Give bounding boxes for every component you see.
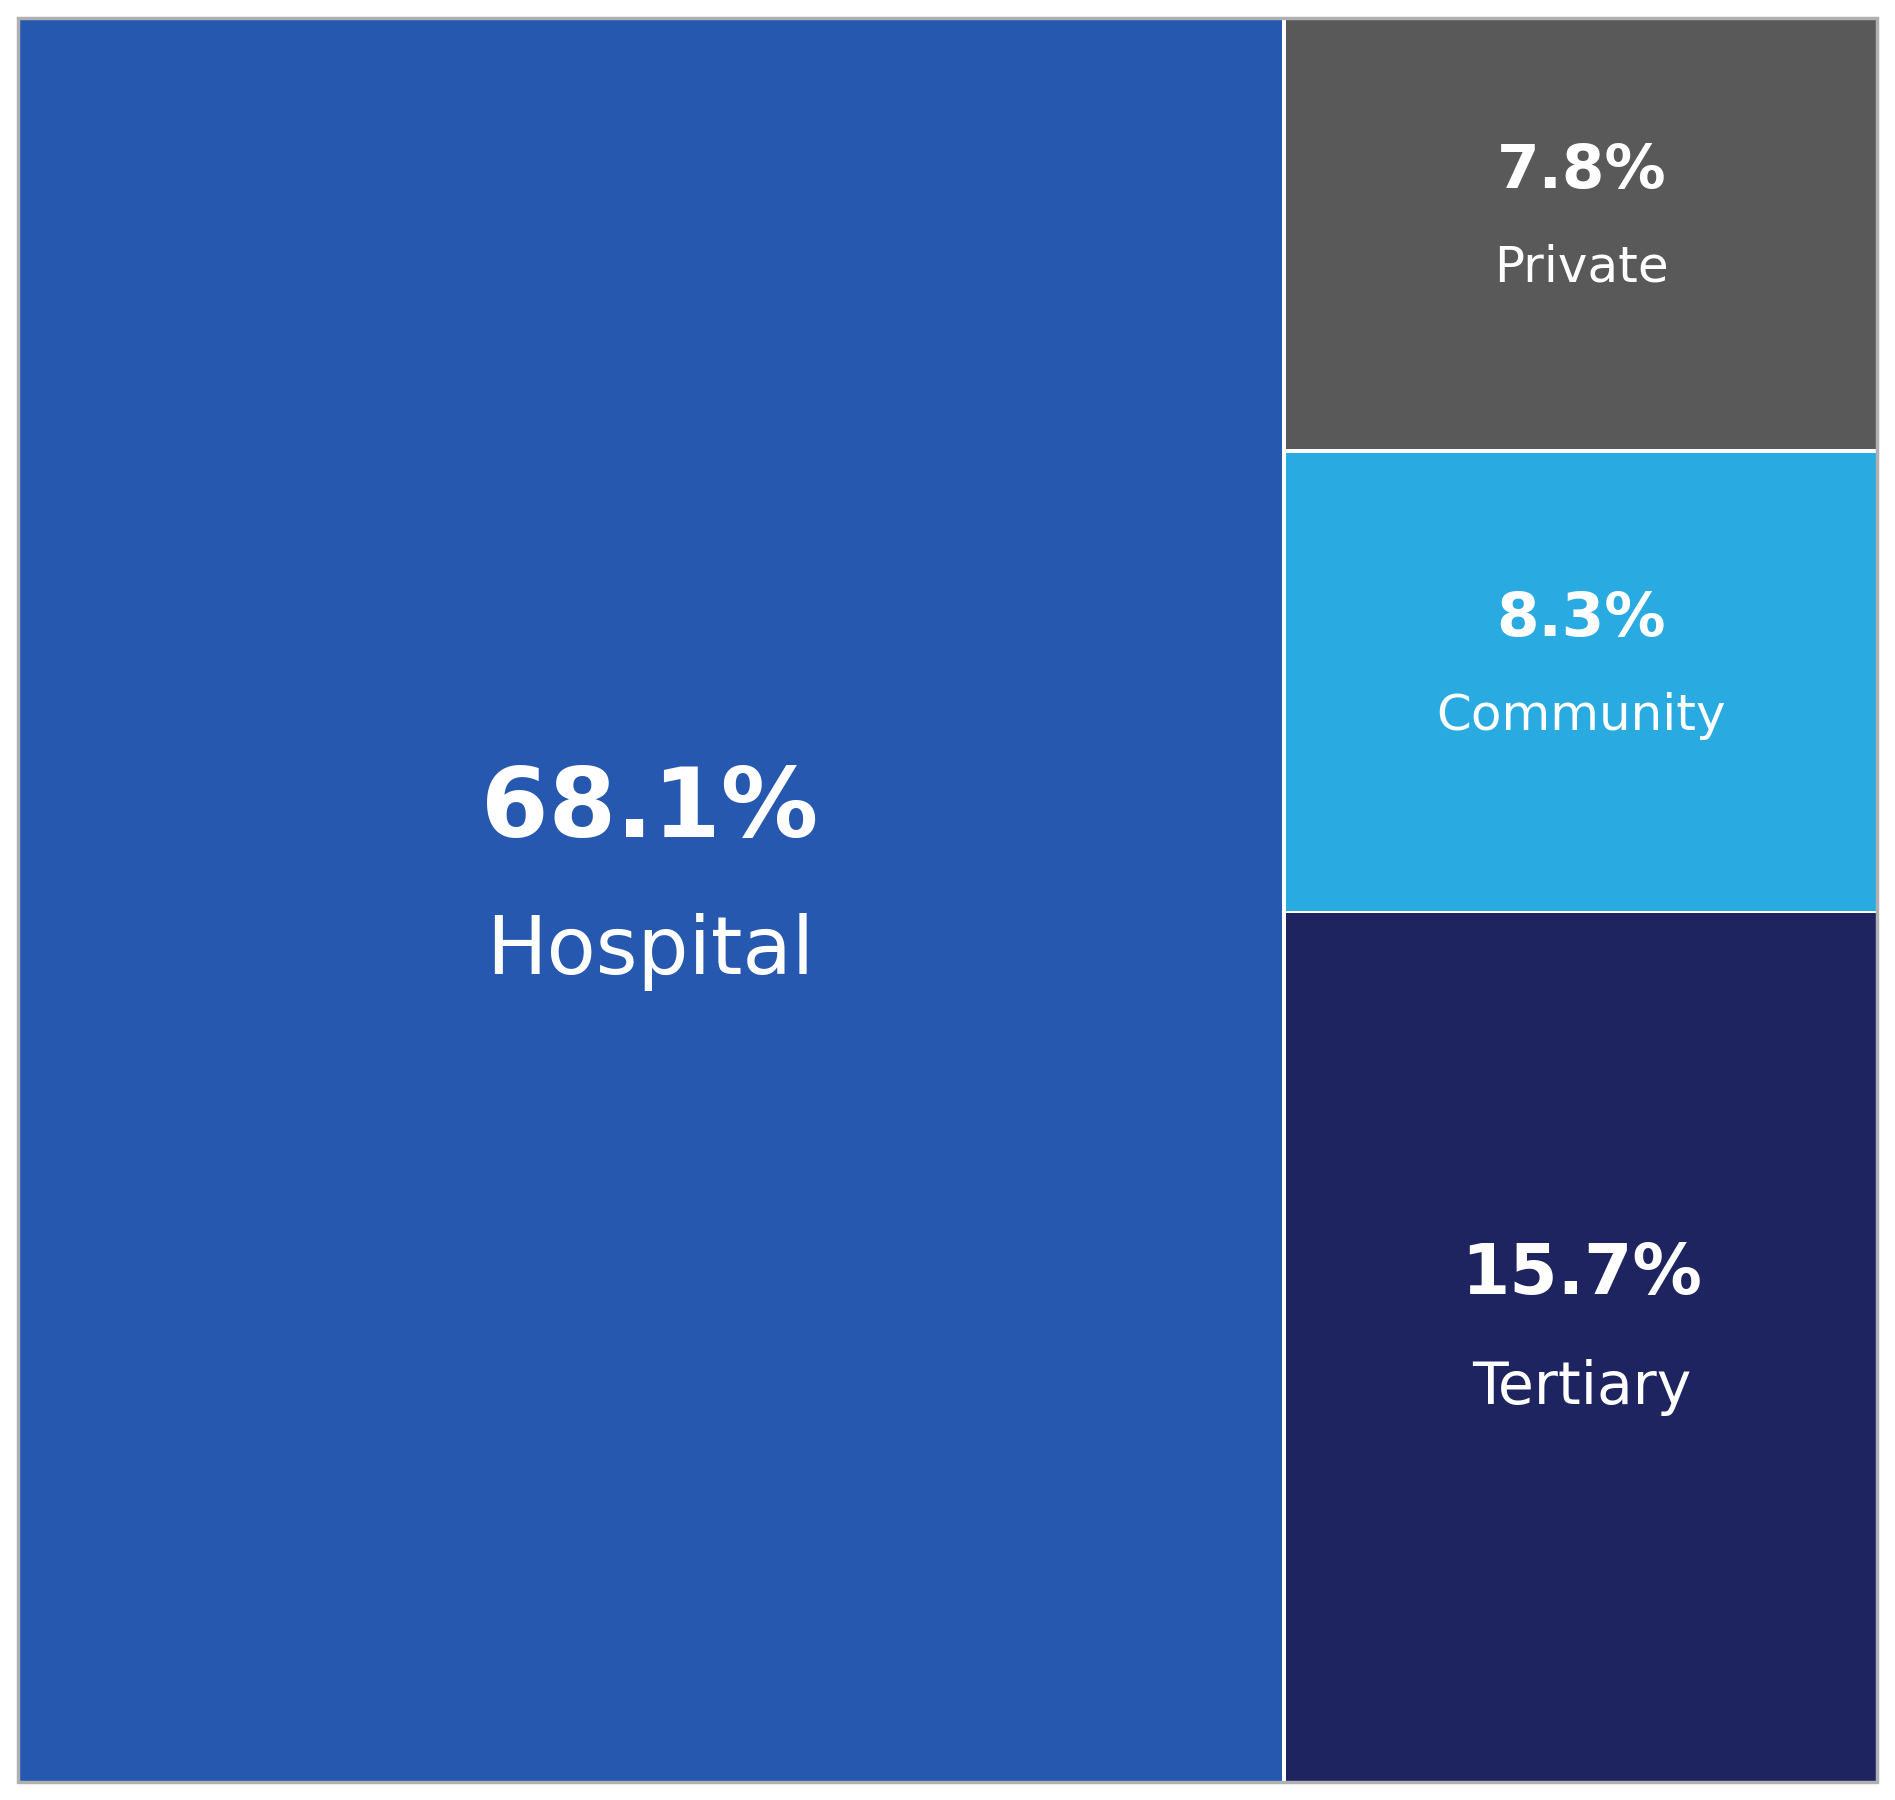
Text: Tertiary: Tertiary	[1472, 1359, 1690, 1417]
Bar	[1287, 913, 1878, 1782]
Text: Hospital: Hospital	[485, 913, 815, 992]
Text: 15.7%: 15.7%	[1461, 1240, 1702, 1309]
Text: 8.3%: 8.3%	[1497, 590, 1666, 650]
Bar	[1287, 18, 1878, 448]
Text: 68.1%: 68.1%	[481, 763, 819, 857]
Text: Private: Private	[1493, 243, 1669, 292]
Text: Community: Community	[1436, 691, 1726, 740]
Bar	[17, 18, 1283, 1782]
Bar	[1287, 452, 1878, 911]
Text: 7.8%: 7.8%	[1497, 142, 1666, 202]
